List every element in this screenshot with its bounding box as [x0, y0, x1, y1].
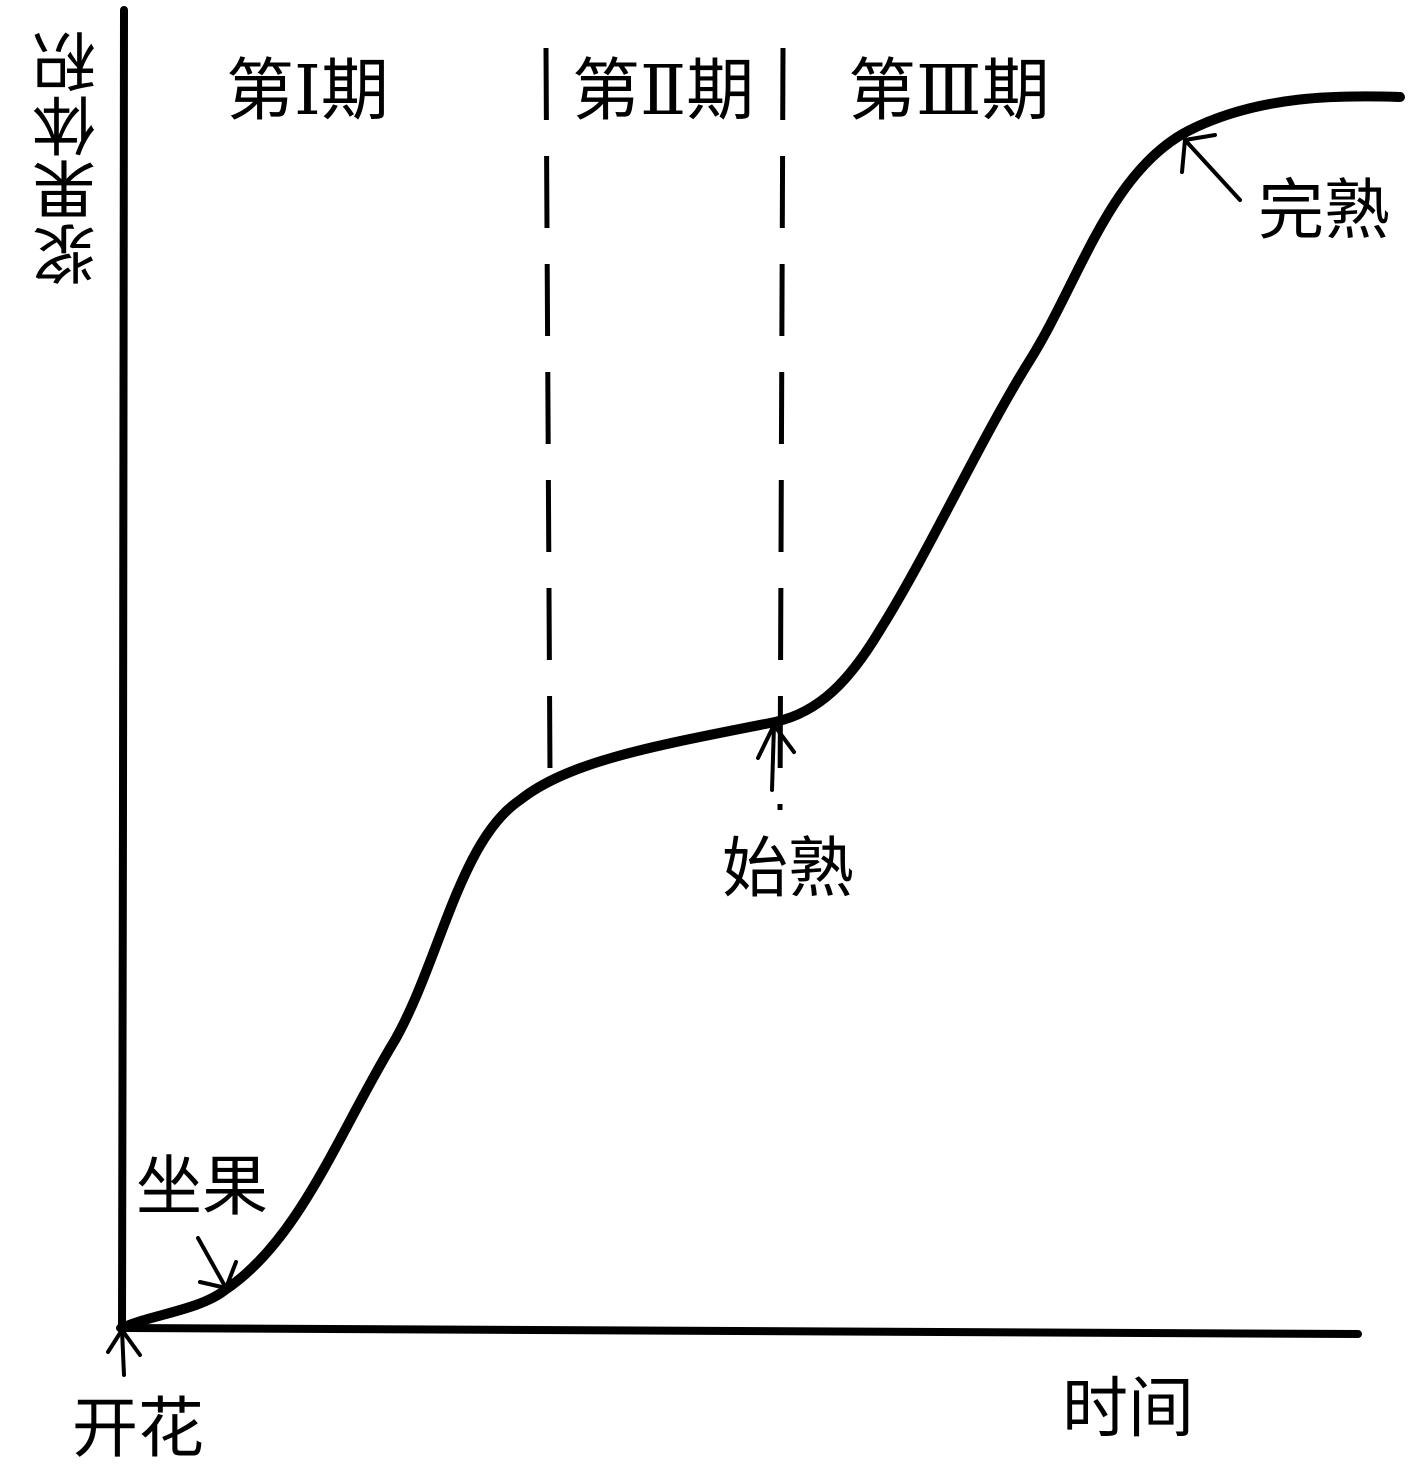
y-axis-label: 浆果体积	[33, 30, 107, 286]
y-axis	[118, 6, 128, 1334]
berry-volume-curve	[117, 91, 1405, 1333]
phase-2-label: 第Ⅱ期	[572, 52, 755, 131]
x-axis-label: 时间	[1062, 1370, 1194, 1447]
flowering-arrow	[106, 1326, 142, 1377]
phase-3-label: 第Ⅲ期	[848, 52, 1050, 131]
phase-divider-2	[777, 47, 786, 811]
phase-1-label: 第Ⅰ期	[226, 52, 389, 131]
veraison-label: 始熟	[722, 830, 854, 907]
full-ripe-label: 完熟	[1258, 172, 1390, 249]
veraison-arrow	[756, 721, 796, 792]
full-ripe-arrow	[1180, 133, 1242, 202]
fruit-set-arrow	[196, 1236, 238, 1291]
fruit-set-label: 坐果	[136, 1148, 268, 1225]
x-axis	[116, 1324, 1362, 1338]
flowering-label: 开花	[72, 1390, 204, 1467]
phase-divider-1	[543, 47, 553, 776]
